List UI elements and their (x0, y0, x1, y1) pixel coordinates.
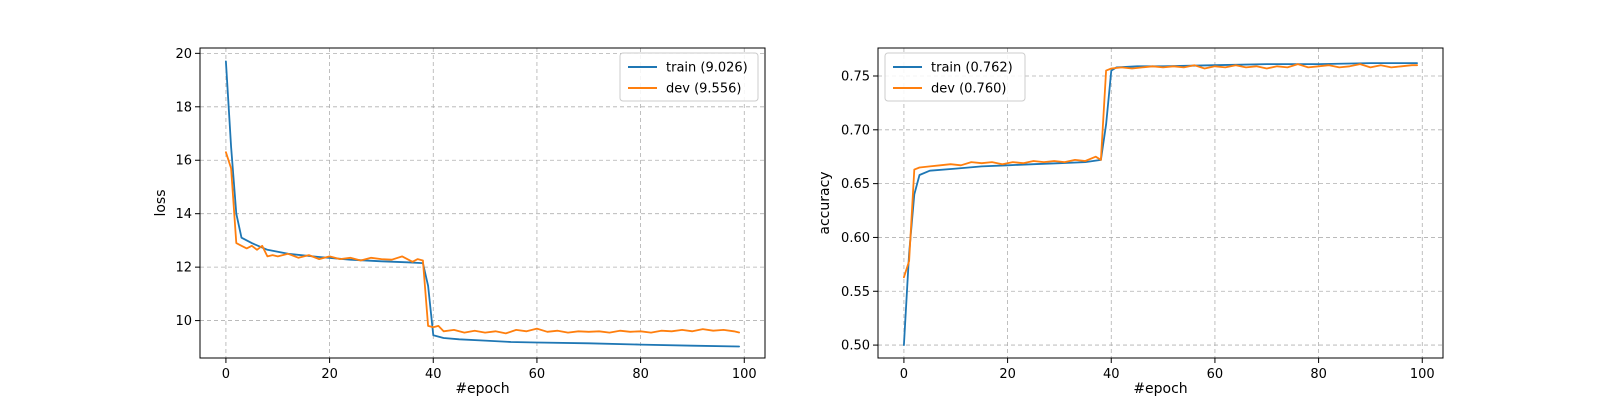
accuracy-plot-frame (877, 47, 1444, 359)
loss-y-tick-label: 16 (175, 154, 192, 169)
accuracy-x-tick-label: 100 (1410, 367, 1435, 382)
accuracy-x-tick-label: 20 (999, 367, 1016, 382)
accuracy-series-line-train (903, 62, 1418, 347)
loss-y-tick-label: 20 (175, 47, 192, 62)
accuracy-x-tick-label: 40 (1103, 367, 1120, 382)
accuracy-x-tick-label: 0 (900, 367, 908, 382)
accuracy-legend-label-train: train (0.762) (931, 61, 1013, 76)
loss-x-tick-label: 60 (529, 367, 546, 382)
loss-y-tick-label: 10 (175, 314, 192, 329)
loss-y-tick-label: 18 (175, 100, 192, 115)
loss-legend-label-dev: dev (9.556) (666, 82, 741, 97)
loss-x-tick-label: 20 (321, 367, 338, 382)
accuracy-y-axis-label: accuracy (817, 171, 833, 234)
loss-y-tick-label: 12 (175, 261, 192, 276)
loss-x-axis-label: #epoch (455, 381, 509, 397)
loss-legend: train (9.026) dev (9.556) (619, 52, 759, 102)
accuracy-y-tick-label: 0.75 (841, 69, 870, 84)
accuracy-ticks: 0 20 40 60 80 100 0.50 0.55 0.60 0.65 0.70 0.75 (841, 69, 1435, 382)
accuracy-x-tick-label: 80 (1310, 367, 1327, 382)
loss-y-axis-label: loss (153, 189, 169, 216)
accuracy-x-tick-label: 60 (1207, 367, 1224, 382)
loss-x-tick-label: 40 (425, 367, 442, 382)
loss-series (224, 60, 740, 348)
loss-x-tick-label: 0 (222, 367, 230, 382)
loss-series-line-dev (224, 151, 740, 335)
loss-legend-label-train: train (9.026) (666, 61, 748, 76)
accuracy-chart: 0 20 40 60 80 100 0.50 0.55 0.60 0.65 0.70 0.75 #ep… (817, 47, 1444, 397)
accuracy-legend: train (0.762) dev (0.760) (884, 52, 1026, 102)
loss-chart: 0 20 40 60 80 100 10 12 14 16 18 20 #epoch loss tra… (153, 47, 766, 397)
loss-plot-frame (199, 47, 766, 359)
loss-ticks: 0 20 40 60 80 100 10 12 14 16 18 20 (175, 47, 756, 382)
accuracy-series-line-dev (903, 63, 1418, 279)
accuracy-y-tick-label: 0.70 (841, 123, 870, 138)
loss-x-tick-label: 80 (632, 367, 649, 382)
accuracy-legend-label-dev: dev (0.760) (931, 82, 1006, 97)
accuracy-y-tick-label: 0.60 (841, 231, 870, 246)
accuracy-y-tick-label: 0.50 (841, 339, 870, 354)
accuracy-y-tick-label: 0.55 (841, 285, 870, 300)
loss-y-tick-label: 14 (175, 207, 192, 222)
accuracy-x-axis-label: #epoch (1133, 381, 1187, 397)
accuracy-series (903, 62, 1418, 347)
loss-series-line-train (224, 60, 740, 348)
accuracy-y-tick-label: 0.65 (841, 177, 870, 192)
loss-x-tick-label: 100 (732, 367, 757, 382)
